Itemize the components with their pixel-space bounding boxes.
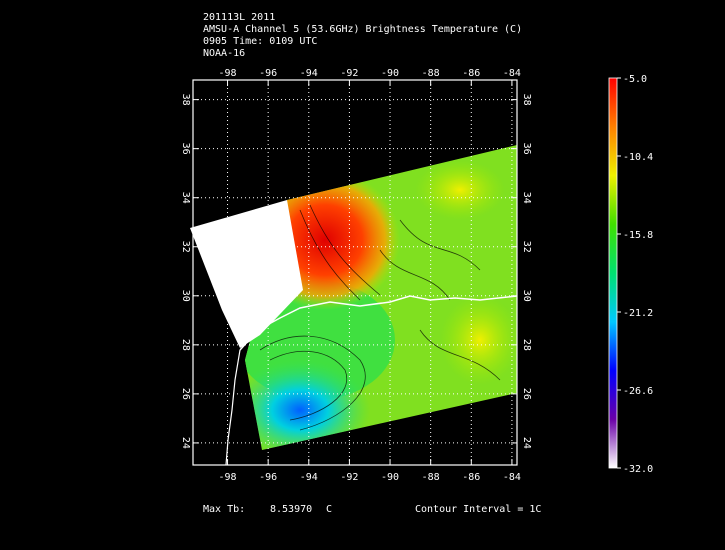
y-tick-label: 38 — [180, 94, 191, 106]
y-tick-label: 30 — [521, 290, 532, 302]
y-tick-label: 36 — [521, 143, 532, 155]
footer-value: 8.53970 — [270, 504, 312, 515]
x-tick-label: -94 — [300, 472, 318, 483]
colorbar-label: -21.2 — [623, 308, 653, 319]
x-tick-label: -98 — [219, 68, 237, 79]
x-tick-label: -88 — [422, 68, 440, 79]
y-tick-label: 36 — [180, 143, 191, 155]
x-tick-label: -94 — [300, 68, 318, 79]
y-tick-label: 24 — [180, 437, 191, 449]
x-tick-label: -84 — [503, 472, 521, 483]
colorbar — [608, 77, 618, 469]
colorbar-label: -26.6 — [623, 386, 653, 397]
y-tick-label: 28 — [180, 339, 191, 351]
x-tick-label: -98 — [219, 472, 237, 483]
y-tick-label: 32 — [180, 241, 191, 253]
y-tick-label: 26 — [180, 388, 191, 400]
x-tick-label: -92 — [340, 68, 358, 79]
footer-contour: Contour Interval = 1C — [415, 504, 541, 515]
x-tick-label: -86 — [462, 472, 480, 483]
title-line: AMSU-A Channel 5 (53.6GHz) Brightness Te… — [203, 24, 522, 35]
x-tick-label: -96 — [259, 68, 277, 79]
y-tick-label: 34 — [521, 192, 532, 204]
swath — [190, 145, 518, 466]
y-tick-label: 28 — [521, 339, 532, 351]
x-tick-label: -96 — [259, 472, 277, 483]
x-tick-label: -86 — [462, 68, 480, 79]
frame-border — [192, 79, 518, 466]
colorbar-label: -10.4 — [623, 152, 653, 163]
colorbar-label: -32.0 — [623, 464, 653, 475]
x-tick-label: -90 — [381, 68, 399, 79]
y-tick-label: 26 — [521, 388, 532, 400]
map-frame — [192, 79, 518, 466]
y-tick-label: 30 — [180, 290, 191, 302]
title-line: NOAA-16 — [203, 48, 245, 59]
y-tick-label: 38 — [521, 94, 532, 106]
y-tick-label: 34 — [180, 192, 191, 204]
title-line: 201113L 2011 — [203, 12, 275, 23]
x-tick-label: -88 — [422, 472, 440, 483]
y-tick-label: 24 — [521, 437, 532, 449]
title-line: 0905 Time: 0109 UTC — [203, 36, 317, 47]
y-tick-label: 32 — [521, 241, 532, 253]
x-tick-label: -92 — [340, 472, 358, 483]
colorbar-label: -15.8 — [623, 230, 653, 241]
footer-label: Max Tb: — [203, 504, 245, 515]
x-tick-label: -84 — [503, 68, 521, 79]
colorbar-label: -5.0 — [623, 74, 647, 85]
x-tick-label: -90 — [381, 472, 399, 483]
footer-unit: C — [326, 504, 332, 515]
